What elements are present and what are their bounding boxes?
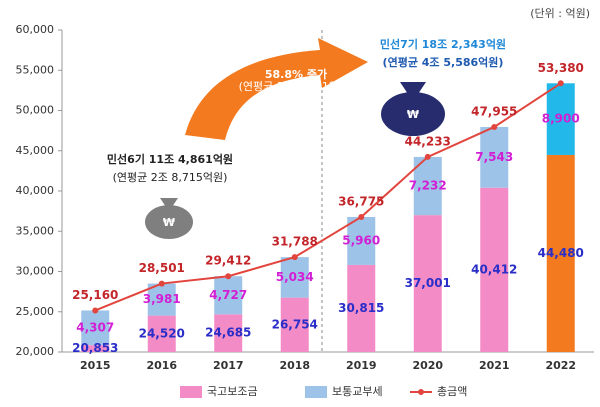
total-point bbox=[358, 213, 365, 220]
total-line bbox=[94, 82, 562, 312]
y-tick-label: 45,000 bbox=[16, 144, 55, 157]
x-tick-label: 2015 bbox=[80, 359, 111, 372]
bar-value-label: 20,853 bbox=[72, 341, 118, 355]
y-tick-label: 30,000 bbox=[16, 265, 55, 278]
total-value-label: 36,775 bbox=[338, 194, 384, 208]
bar-segment bbox=[347, 264, 376, 352]
legend-label: 총금액 bbox=[437, 385, 467, 398]
bar-segment bbox=[413, 215, 442, 352]
bar-value-label: 26,754 bbox=[272, 317, 318, 331]
bar-segment bbox=[546, 83, 575, 155]
legend-swatch bbox=[180, 386, 202, 398]
total-point bbox=[491, 123, 498, 130]
unit-note: (단위 : 억원) bbox=[530, 7, 590, 20]
total-point bbox=[158, 280, 165, 287]
total-value-label: 25,160 bbox=[72, 288, 118, 302]
y-tick-label: 25,000 bbox=[16, 305, 55, 318]
bar-value-label: 40,412 bbox=[471, 262, 517, 276]
bar-segment bbox=[147, 283, 176, 316]
x-tick-label: 2019 bbox=[346, 359, 377, 372]
y-tick-label: 20,000 bbox=[16, 345, 55, 358]
term6-avg: (연평균 2조 8,715억원) bbox=[113, 171, 228, 184]
bar-segment bbox=[280, 297, 309, 352]
bar-segment bbox=[347, 216, 376, 265]
total-point bbox=[424, 153, 431, 160]
bar-segment bbox=[81, 310, 110, 346]
bar-value-label: 5,034 bbox=[276, 270, 314, 284]
svg-text:₩: ₩ bbox=[163, 216, 175, 229]
legend-swatch bbox=[305, 386, 327, 398]
bar-value-label: 8,900 bbox=[542, 112, 580, 126]
term7-label: 민선7기 18조 2,343억원 bbox=[380, 37, 506, 51]
money-bag-navy: ₩ bbox=[381, 82, 445, 136]
bar-value-label: 7,543 bbox=[475, 150, 513, 164]
bar-segment bbox=[214, 314, 243, 352]
bar-segment bbox=[214, 276, 243, 315]
y-tick-label: 50,000 bbox=[16, 104, 55, 117]
x-tick-label: 2016 bbox=[146, 359, 177, 372]
bar-value-label: 30,815 bbox=[338, 301, 384, 315]
increase-label: 58.8% 증가 bbox=[265, 67, 327, 81]
increase-arrow bbox=[185, 38, 368, 140]
x-tick-label: 2021 bbox=[479, 359, 510, 372]
x-tick-label: 2022 bbox=[545, 359, 576, 372]
bar-value-label: 5,960 bbox=[342, 233, 380, 247]
total-value-label: 44,233 bbox=[405, 134, 451, 148]
bar-value-label: 4,727 bbox=[209, 288, 247, 302]
bar-segment bbox=[280, 257, 309, 298]
bar-value-label: 3,981 bbox=[143, 292, 181, 306]
total-point bbox=[92, 307, 99, 314]
increase-avg: (연평균 1조 6,871억원) bbox=[239, 80, 354, 93]
total-point bbox=[225, 273, 232, 280]
bar-value-label: 24,685 bbox=[205, 326, 251, 340]
bar-segment bbox=[81, 345, 110, 352]
y-tick-label: 55,000 bbox=[16, 63, 55, 76]
total-value-label: 47,955 bbox=[471, 104, 517, 118]
money-bag-gray: ₩ bbox=[145, 198, 193, 239]
y-tick-label: 40,000 bbox=[16, 184, 55, 197]
y-tick-label: 60,000 bbox=[16, 23, 55, 36]
legend-label: 보통교부세 bbox=[332, 385, 383, 398]
bar-value-label: 7,232 bbox=[409, 179, 447, 193]
x-tick-label: 2020 bbox=[412, 359, 443, 372]
bar-value-label: 4,307 bbox=[76, 320, 114, 334]
bar-value-label: 44,480 bbox=[538, 246, 584, 260]
svg-text:₩: ₩ bbox=[407, 108, 419, 121]
x-tick-label: 2018 bbox=[279, 359, 310, 372]
bar-value-label: 24,520 bbox=[139, 326, 185, 340]
legend-label: 국고보조금 bbox=[207, 385, 258, 398]
total-point bbox=[557, 80, 564, 87]
x-tick-label: 2017 bbox=[213, 359, 244, 372]
total-value-label: 31,788 bbox=[272, 235, 318, 249]
bar-segment bbox=[480, 126, 509, 188]
total-point bbox=[291, 254, 298, 261]
term7-avg: (연평균 4조 5,586억원) bbox=[383, 55, 504, 69]
legend-swatch-dot bbox=[418, 389, 424, 395]
y-tick-label: 35,000 bbox=[16, 224, 55, 237]
total-value-label: 28,501 bbox=[139, 261, 185, 275]
term6-label: 민선6기 11조 4,861억원 bbox=[107, 152, 233, 166]
bar-value-label: 37,001 bbox=[405, 276, 451, 290]
total-value-label: 53,380 bbox=[538, 61, 584, 75]
bar-segment bbox=[546, 154, 575, 352]
bar-segment bbox=[480, 187, 509, 352]
total-value-label: 29,412 bbox=[205, 254, 251, 268]
bar-segment bbox=[147, 315, 176, 352]
